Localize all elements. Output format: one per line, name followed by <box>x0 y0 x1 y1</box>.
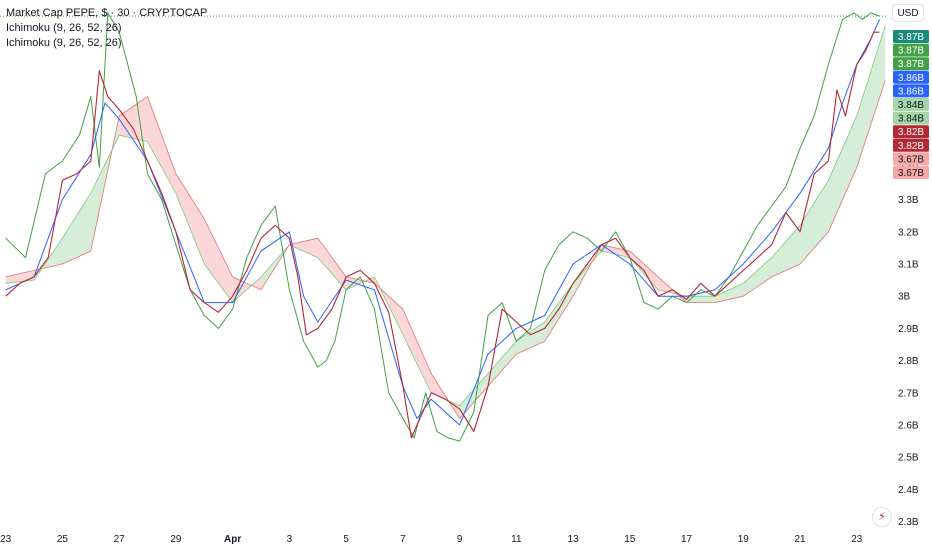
cloud-segment-bull <box>856 25 886 168</box>
y-tick-label: 2.9B <box>898 324 919 335</box>
cloud-segment-bull <box>743 257 772 297</box>
cloud-segment-bull <box>62 193 91 264</box>
y-tick-label: 2.4B <box>898 485 919 496</box>
series-lines <box>5 12 886 442</box>
x-tick-label: 23 <box>0 534 12 545</box>
y-tick-label: 2.3B <box>898 517 919 528</box>
y-tick-label: 3B <box>898 292 911 303</box>
price-label-text: 3.82B <box>898 141 924 152</box>
price-label: 3.82B <box>893 125 929 139</box>
leading-span-a-line <box>5 25 886 407</box>
x-tick-label: 21 <box>794 534 806 545</box>
x-tick-label: 17 <box>681 534 693 545</box>
cloud-segment-bull <box>516 321 545 355</box>
y-tick-label: 2.8B <box>898 356 919 367</box>
price-axis[interactable]: 2.3B 2.4B 2.5B 2.6B 2.7B 2.8B 2.9B 3B 3.1B 3.2B 3.… <box>898 163 919 528</box>
y-tick-label: 3.2B <box>898 227 919 238</box>
y-tick-label: 3.1B <box>898 260 919 271</box>
y-tick-label: 2.6B <box>898 420 919 431</box>
cloud-segment-bear <box>601 244 630 258</box>
time-axis[interactable]: 23 25 27 29 Apr 3 5 7 9 11 13 15 17 19 21 23 <box>0 534 863 545</box>
price-label: 3.86B <box>893 84 929 98</box>
x-tick-label: 5 <box>343 534 349 545</box>
cloud-segment-bear <box>175 173 205 264</box>
x-tick-label: 19 <box>738 534 750 545</box>
price-label-text: 3.86B <box>898 86 924 97</box>
x-tick-label: 13 <box>568 534 580 545</box>
price-label: 3.87B <box>893 57 929 71</box>
price-label: 3.87B <box>893 43 929 57</box>
x-tick-label: Apr <box>224 534 241 545</box>
chart-legend: Market Cap PEPE, $ · 30 · CRYPTOCAP Ichi… <box>6 6 207 51</box>
x-tick-label: 29 <box>170 534 182 545</box>
indicator-legend-2[interactable]: Ichimoku (9, 26, 52, 26) <box>6 37 122 49</box>
x-tick-label: 25 <box>57 534 69 545</box>
symbol-title[interactable]: Market Cap PEPE, $ · 30 · CRYPTOCAP <box>6 7 208 19</box>
price-label-text: 3.84B <box>898 114 924 125</box>
cloud-segment-bull <box>771 225 801 277</box>
y-tick-label: 2.5B <box>898 453 919 464</box>
price-labels: 3.87B 3.87B 3.87B 3.86B 3.86B 3.84B 3.84B 3.82B… <box>893 30 929 179</box>
cloud-segment-bear <box>147 96 176 194</box>
price-label: 3.67B <box>893 152 929 166</box>
currency-button[interactable]: USD <box>892 4 924 22</box>
ichimoku-cloud <box>5 25 886 419</box>
x-tick-label: 23 <box>851 534 863 545</box>
price-label: 3.84B <box>893 98 929 111</box>
x-tick-label: 27 <box>114 534 126 545</box>
x-tick-label: 11 <box>511 534 522 545</box>
cloud-segment-bear <box>402 309 432 393</box>
price-label-text: 3.87B <box>898 59 924 70</box>
price-label: 3.86B <box>893 70 929 84</box>
x-tick-label: 9 <box>457 534 463 545</box>
cloud-segment-bull <box>800 180 829 264</box>
price-label-text: 3.84B <box>898 100 924 111</box>
leading-span-b-line <box>5 80 886 419</box>
cloud-segment-bear <box>119 96 148 142</box>
price-label-text: 3.67B <box>898 154 924 165</box>
cloud-segment-bear <box>204 218 233 303</box>
price-label: 3.67B <box>893 166 929 179</box>
indicator-legend-1[interactable]: Ichimoku (9, 26, 52, 26) <box>6 22 122 34</box>
y-tick-label: 3.3B <box>898 195 919 206</box>
price-label-text: 3.67B <box>898 168 924 179</box>
price-label-text: 3.86B <box>898 73 924 84</box>
price-label-text: 3.87B <box>898 46 924 57</box>
cloud-segment-bear <box>317 238 347 290</box>
price-label: 3.87B <box>893 30 929 43</box>
cloud-segment-bull <box>487 341 517 387</box>
cloud-segment-bull <box>828 115 857 232</box>
price-label: 3.84B <box>893 111 929 125</box>
cloud-segment-bull <box>544 283 574 342</box>
lagging-span-line <box>5 12 880 442</box>
price-label-text: 3.82B <box>898 127 924 138</box>
y-tick-label: 2.7B <box>898 388 919 399</box>
price-line <box>5 31 880 439</box>
cloud-segment-bull <box>686 296 715 303</box>
x-tick-label: 7 <box>400 534 406 545</box>
x-tick-label: 3 <box>287 534 293 545</box>
price-label: 3.82B <box>893 138 929 152</box>
x-tick-label: 15 <box>624 534 636 545</box>
conversion-line <box>5 19 880 426</box>
price-label-text: 3.87B <box>898 32 924 43</box>
lightning-icon[interactable]: ⚡ <box>872 507 892 527</box>
